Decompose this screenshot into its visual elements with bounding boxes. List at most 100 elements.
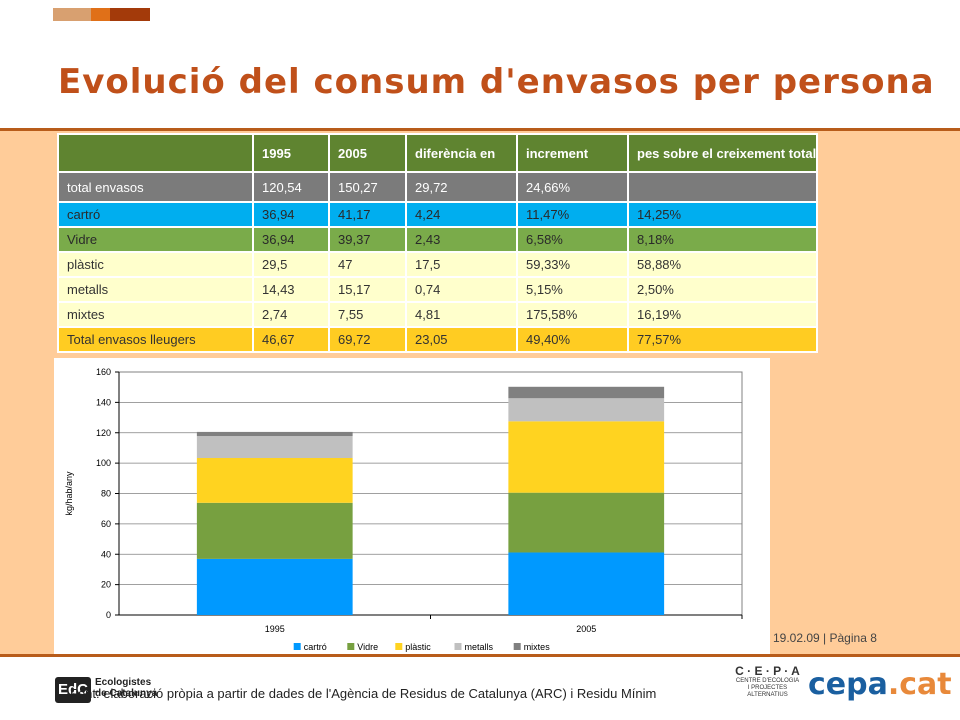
consumption-table: 1995 2005 diferència en increment pes so… bbox=[57, 133, 819, 353]
bar-segment-cartró bbox=[196, 558, 353, 615]
legend-swatch bbox=[293, 643, 301, 650]
cepa-logo: cepa.cat bbox=[808, 667, 952, 702]
table-cell: 7,55 bbox=[328, 301, 407, 328]
table-cell: mixtes bbox=[57, 301, 254, 328]
table-cell: 47 bbox=[328, 251, 407, 278]
table-row: Total envasos lleugers 46,67 69,72 23,05… bbox=[57, 326, 819, 353]
table-row: metalls 14,43 15,17 0,74 5,15% 2,50% bbox=[57, 276, 819, 303]
x-tick-label: 1995 bbox=[265, 624, 285, 634]
cepa-emblem: C · E · P · A CENTRE D'ECOLOGIA I PROJEC… bbox=[730, 664, 805, 716]
legend-label: Vidre bbox=[357, 642, 378, 652]
bar-segment-metalls bbox=[196, 436, 353, 458]
table-cell: 29,5 bbox=[252, 251, 330, 278]
table-header-cell bbox=[57, 133, 254, 173]
y-tick-label: 0 bbox=[106, 610, 111, 620]
table-cell: 36,94 bbox=[252, 201, 330, 228]
legend-label: metalls bbox=[465, 642, 494, 652]
cepa-logo-tld: .cat bbox=[887, 667, 952, 702]
table-cell: 6,58% bbox=[516, 226, 629, 253]
table-cell: 69,72 bbox=[328, 326, 407, 353]
table-row: mixtes 2,74 7,55 4,81 175,58% 16,19% bbox=[57, 301, 819, 328]
table-cell: 41,17 bbox=[328, 201, 407, 228]
table-cell: 0,74 bbox=[405, 276, 518, 303]
table-cell: 4,24 bbox=[405, 201, 518, 228]
y-tick-label: 60 bbox=[101, 519, 111, 529]
table-cell: 120,54 bbox=[252, 171, 330, 203]
bar-segment-mixtes bbox=[508, 386, 665, 399]
y-tick-label: 120 bbox=[96, 428, 111, 438]
table-header-cell: 2005 bbox=[328, 133, 407, 173]
y-tick-label: 80 bbox=[101, 489, 111, 499]
y-tick-label: 100 bbox=[96, 458, 111, 468]
table-cell: 175,58% bbox=[516, 301, 629, 328]
header-decoration-light bbox=[53, 8, 91, 21]
y-tick-label: 20 bbox=[101, 580, 111, 590]
table-cell: 14,43 bbox=[252, 276, 330, 303]
bar-segment-mixtes bbox=[196, 431, 353, 437]
table-cell: 58,88% bbox=[626, 251, 819, 278]
table-cell: Vidre bbox=[57, 226, 254, 253]
table-cell: metalls bbox=[57, 276, 254, 303]
table-cell: 46,67 bbox=[252, 326, 330, 353]
bar-segment-plàstic bbox=[508, 421, 665, 493]
table-cell: 24,66% bbox=[516, 171, 629, 203]
legend-label: cartró bbox=[304, 642, 327, 652]
y-axis-label: kg/hab/any bbox=[64, 471, 74, 516]
legend-swatch bbox=[513, 643, 521, 650]
stacked-bar-chart: 0 20 40 60 80 100 120 140 160 kg/hab/any 1995 2005 c… bbox=[54, 358, 770, 665]
ecologistes-logo-text: Ecologistes de Catalunya bbox=[95, 677, 157, 699]
ecologistes-logo-line: Ecologistes bbox=[95, 677, 152, 688]
table-cell: 11,47% bbox=[516, 201, 629, 228]
cepa-emblem-letters: C · E · P · A bbox=[735, 664, 800, 678]
legend-swatch bbox=[454, 643, 462, 650]
table-header-cell: diferència en bbox=[405, 133, 518, 173]
ecologistes-logo-line: de Catalunya bbox=[95, 688, 158, 699]
cepa-emblem-subtitle: I PROJECTES ALTERNATIUS bbox=[747, 685, 788, 698]
table-cell: 2,50% bbox=[626, 276, 819, 303]
table-header-cell: increment bbox=[516, 133, 629, 173]
table-cell bbox=[626, 171, 819, 203]
table-cell: 49,40% bbox=[516, 326, 629, 353]
y-tick-label: 40 bbox=[101, 549, 111, 559]
ecologistes-logo: EdC bbox=[55, 677, 91, 703]
cepa-logo-domain: cepa bbox=[808, 667, 888, 702]
table-cell: 15,17 bbox=[328, 276, 407, 303]
bar-segment-metalls bbox=[508, 398, 665, 422]
table-header-cell: 1995 bbox=[252, 133, 330, 173]
table-cell: 77,57% bbox=[626, 326, 819, 353]
table-cell: 2,43 bbox=[405, 226, 518, 253]
header-decoration-dark bbox=[110, 8, 150, 21]
table-cell: 16,19% bbox=[626, 301, 819, 328]
table-cell: 150,27 bbox=[328, 171, 407, 203]
table-cell: 29,72 bbox=[405, 171, 518, 203]
legend-label: plàstic bbox=[405, 642, 431, 652]
table-row: total envasos 120,54 150,27 29,72 24,66% bbox=[57, 171, 819, 203]
table-cell: 2,74 bbox=[252, 301, 330, 328]
bottom-rule bbox=[0, 654, 960, 657]
table-cell: 39,37 bbox=[328, 226, 407, 253]
table-cell: plàstic bbox=[57, 251, 254, 278]
table-cell: 59,33% bbox=[516, 251, 629, 278]
x-tick-label: 2005 bbox=[576, 624, 596, 634]
page-footer: 19.02.09 | Pàgina 8 bbox=[773, 631, 877, 645]
y-tick-label: 140 bbox=[96, 397, 111, 407]
slide-title: Evolució del consum d'envasos per person… bbox=[58, 62, 935, 102]
table-cell: cartró bbox=[57, 201, 254, 228]
bar-segment-plàstic bbox=[196, 457, 353, 503]
legend-swatch bbox=[395, 643, 403, 650]
bar-segment-cartró bbox=[508, 552, 665, 615]
y-tick-label: 160 bbox=[96, 367, 111, 377]
table-cell: Total envasos lleugers bbox=[57, 326, 254, 353]
source-note: Font: elaboració pròpia a partir de dade… bbox=[70, 686, 657, 701]
top-rule bbox=[0, 128, 960, 131]
table-header-row: 1995 2005 diferència en increment pes so… bbox=[57, 133, 819, 173]
legend-label: mixtes bbox=[524, 642, 551, 652]
table-cell: 4,81 bbox=[405, 301, 518, 328]
chart-canvas: 0 20 40 60 80 100 120 140 160 kg/hab/any 1995 2005 c… bbox=[64, 367, 743, 652]
table-cell: 14,25% bbox=[626, 201, 819, 228]
table-cell: 17,5 bbox=[405, 251, 518, 278]
table-cell: 36,94 bbox=[252, 226, 330, 253]
bar-segment-Vidre bbox=[508, 492, 665, 553]
table-row: Vidre 36,94 39,37 2,43 6,58% 8,18% bbox=[57, 226, 819, 253]
table-row: cartró 36,94 41,17 4,24 11,47% 14,25% bbox=[57, 201, 819, 228]
